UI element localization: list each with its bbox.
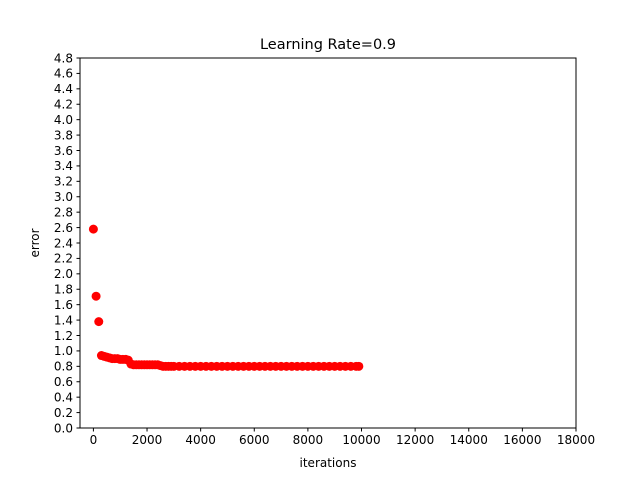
y-tick-label: 1.8 <box>54 283 73 297</box>
x-axis-title: iterations <box>300 456 357 470</box>
y-tick-label: 0.4 <box>54 390 73 404</box>
y-tick-label: 0.0 <box>54 421 73 435</box>
y-tick-label: 0.8 <box>54 360 73 374</box>
y-tick-label: 2.2 <box>54 252 73 266</box>
y-tick-label: 4.4 <box>54 82 73 96</box>
y-tick-label: 4.2 <box>54 98 73 112</box>
data-point <box>354 361 364 371</box>
x-tick-label: 12000 <box>396 433 434 447</box>
plot-area <box>80 58 576 428</box>
x-tick-label: 14000 <box>450 433 488 447</box>
y-tick-label: 3.0 <box>54 190 73 204</box>
y-tick-label: 0.6 <box>54 375 73 389</box>
y-tick-label: 1.2 <box>54 329 73 343</box>
x-tick-label: 4000 <box>185 433 216 447</box>
data-point <box>88 224 98 234</box>
y-tick-label: 4.0 <box>54 113 73 127</box>
chart-title: Learning Rate=0.9 <box>260 37 396 53</box>
y-tick-label: 1.4 <box>54 313 73 327</box>
x-tick-label: 2000 <box>132 433 163 447</box>
y-tick-label: 2.6 <box>54 221 73 235</box>
y-tick-label: 3.8 <box>54 128 73 142</box>
y-axis-title: error <box>28 228 42 257</box>
x-tick-label: 6000 <box>239 433 270 447</box>
y-tick-label: 2.0 <box>54 267 73 281</box>
data-point <box>91 291 101 301</box>
y-axis-ticks: 0.00.20.40.60.81.01.21.41.61.82.02.22.42… <box>54 51 80 435</box>
x-tick-label: 10000 <box>342 433 380 447</box>
y-tick-label: 4.8 <box>54 51 73 65</box>
y-tick-label: 1.0 <box>54 344 73 358</box>
y-tick-label: 2.8 <box>54 205 73 219</box>
x-tick-label: 8000 <box>293 433 324 447</box>
y-tick-label: 3.6 <box>54 144 73 158</box>
x-axis-ticks: 0 2000 4000 6000 8000 10000 12000 14000 16000 180… <box>90 428 595 447</box>
y-tick-label: 3.4 <box>54 159 73 173</box>
y-tick-label: 4.6 <box>54 67 73 81</box>
data-points <box>88 224 364 371</box>
y-tick-label: 3.2 <box>54 175 73 189</box>
x-tick-label: 0 <box>90 433 98 447</box>
y-tick-label: 0.2 <box>54 406 73 420</box>
data-point <box>94 317 104 327</box>
y-tick-label: 1.6 <box>54 298 73 312</box>
x-tick-label: 16000 <box>503 433 541 447</box>
x-tick-label: 18000 <box>557 433 595 447</box>
y-tick-label: 2.4 <box>54 236 73 250</box>
